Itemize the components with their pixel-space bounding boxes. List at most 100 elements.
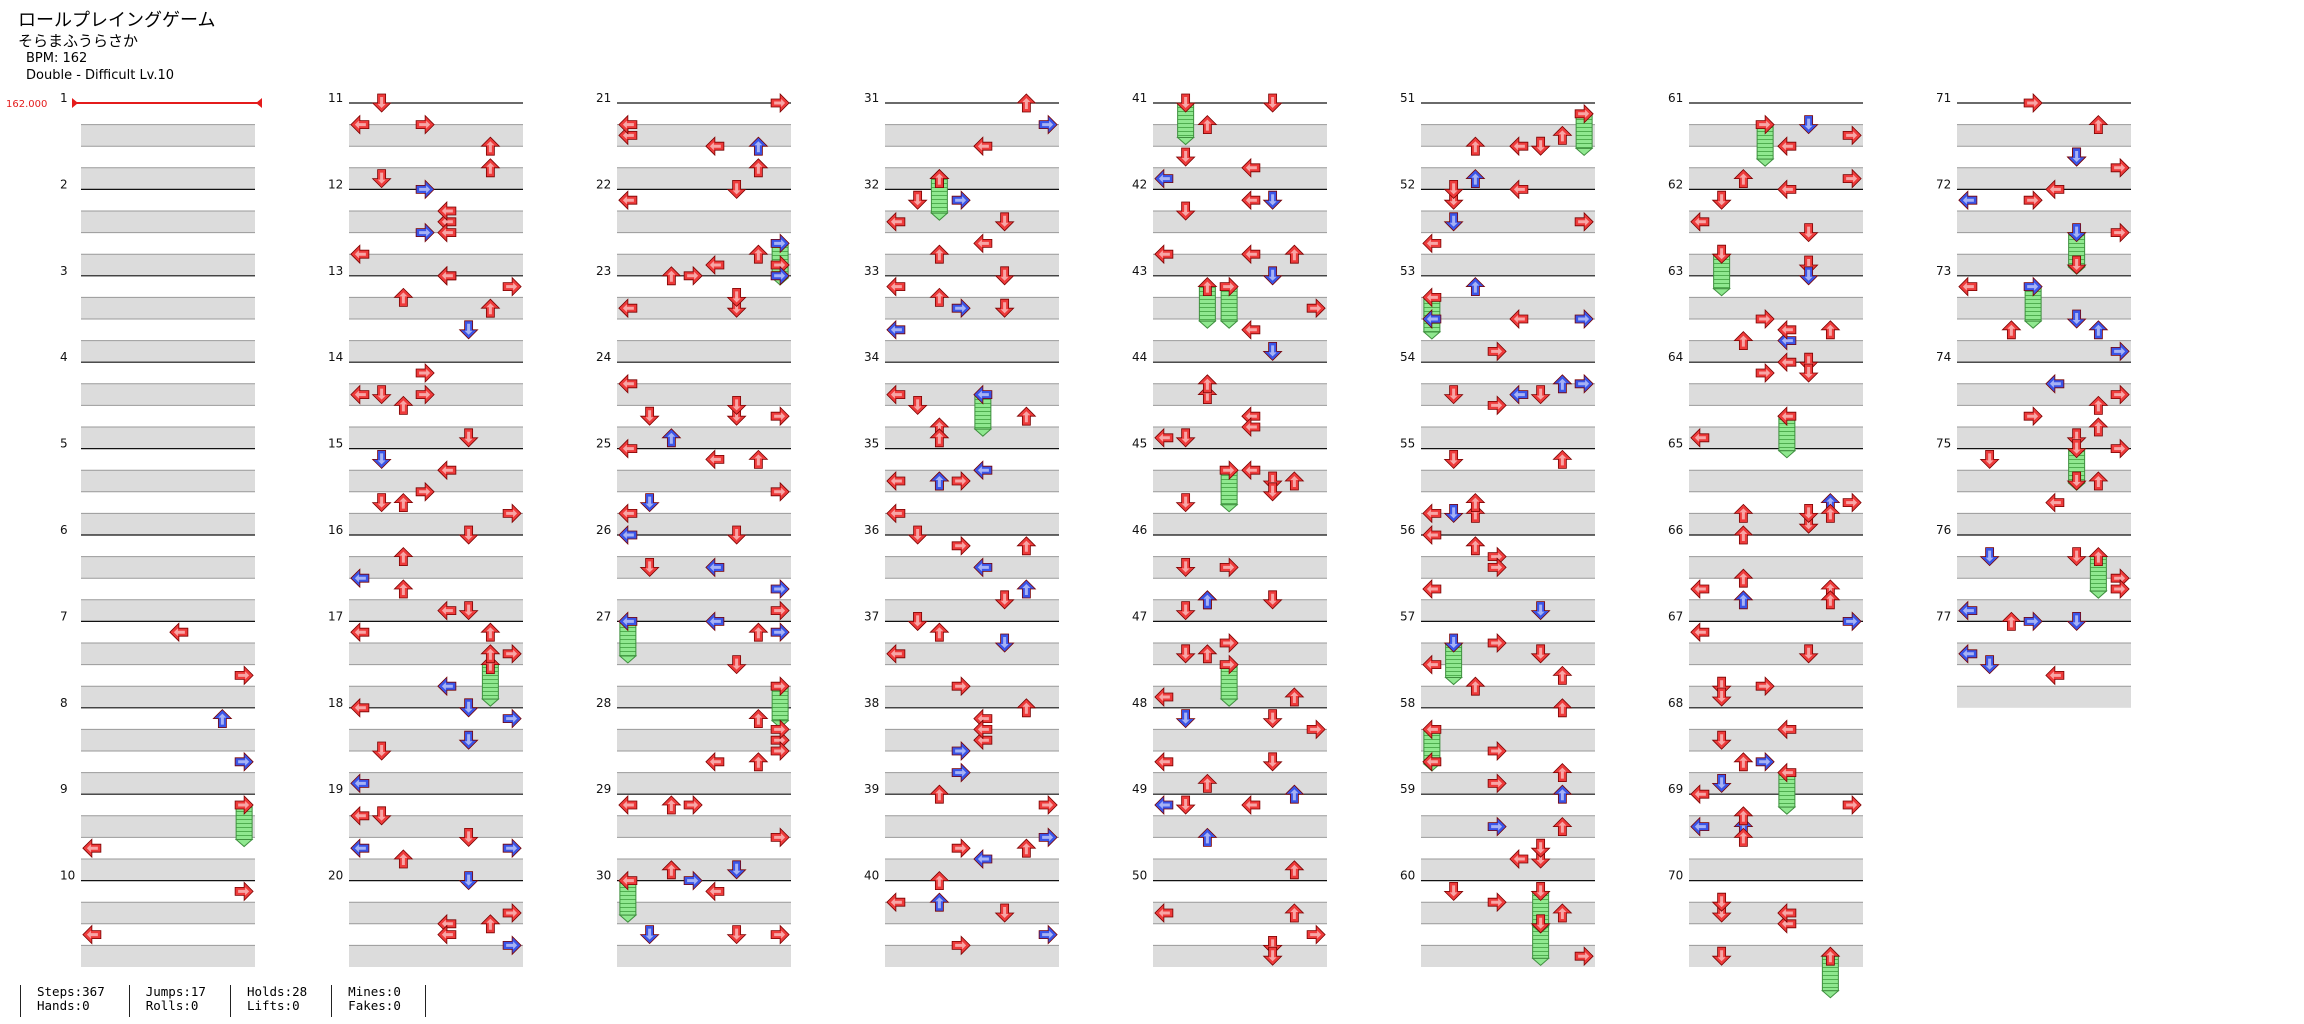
arrow-right-icon <box>951 190 971 211</box>
arrow-up-icon <box>1465 536 1486 556</box>
arrow-up-icon <box>929 892 950 912</box>
arrow-left-icon <box>1154 795 1174 815</box>
arrow-up-icon <box>1197 644 1218 664</box>
measure-number: 65 <box>1668 437 1683 451</box>
hold-tail <box>481 698 500 707</box>
arrow-right-icon <box>2023 406 2043 427</box>
arrow-left-icon <box>1422 233 1442 254</box>
arrow-right-icon <box>1755 309 1775 329</box>
arrow-left-icon <box>1777 179 1797 200</box>
measure-number: 43 <box>1132 264 1147 278</box>
arrow-right-icon <box>951 741 971 761</box>
arrow-left-icon <box>1422 287 1442 308</box>
arrow-right-icon <box>415 481 435 502</box>
arrow-down-icon <box>458 428 479 448</box>
arrow-right-icon <box>1574 103 1594 124</box>
beat-band <box>1689 513 1863 535</box>
arrow-left-icon <box>1958 643 1978 664</box>
beat-band <box>1421 383 1595 406</box>
arrow-right-icon <box>1842 795 1862 815</box>
hold-tail <box>1574 147 1594 157</box>
beat-band <box>1153 211 1327 233</box>
arrow-down-icon <box>639 925 660 945</box>
arrow-down-icon <box>371 169 392 189</box>
arrow-right-icon <box>1487 816 1507 837</box>
beat-band <box>349 254 523 276</box>
arrow-left-icon <box>1241 319 1261 340</box>
arrow-right-icon <box>1755 676 1775 697</box>
hold-tail <box>1219 320 1239 329</box>
beat-band <box>617 297 791 319</box>
beat-band <box>1421 945 1595 967</box>
beat-band <box>1689 124 1863 147</box>
arrow-down-icon <box>1711 244 1732 264</box>
beat-band <box>81 729 255 751</box>
hold-tail <box>1198 320 1217 329</box>
arrow-left-icon <box>437 460 457 481</box>
beat-band <box>1689 340 1863 363</box>
beat-band <box>1689 815 1863 838</box>
measure-number: 72 <box>1936 177 1951 191</box>
beat-band <box>1689 859 1863 881</box>
beat-band <box>1689 470 1863 492</box>
beat-band <box>1689 211 1863 233</box>
arrow-left-icon <box>1241 460 1261 481</box>
arrow-right-icon <box>951 298 971 319</box>
beat-band <box>885 556 1059 579</box>
arrow-right-icon <box>234 881 254 902</box>
beat-band <box>1421 772 1595 795</box>
hold-tail <box>1777 806 1797 815</box>
measure-number: 60 <box>1400 869 1415 883</box>
beat-band <box>81 427 255 449</box>
beat-band <box>885 772 1059 795</box>
arrow-up-icon <box>1016 579 1037 599</box>
arrow-left-icon <box>437 600 457 621</box>
arrow-left-icon <box>2045 492 2065 513</box>
arrow-up-icon <box>661 795 682 815</box>
measure-number: 69 <box>1668 782 1683 796</box>
measure-number: 3 <box>60 264 68 278</box>
arrow-up-icon <box>748 622 769 642</box>
measure-number: 18 <box>328 696 343 710</box>
arrow-left-icon <box>1958 190 1978 211</box>
stats-group-holds: Holds:28 Lifts:0 <box>229 985 331 1017</box>
arrow-left-icon <box>1777 406 1797 427</box>
beat-band <box>349 686 523 708</box>
beat-band <box>81 815 255 838</box>
arrow-right-icon <box>770 924 790 945</box>
arrow-left-icon <box>973 460 993 481</box>
beat-band <box>1689 643 1863 665</box>
arrow-up-icon <box>1197 374 1218 394</box>
arrow-down-icon <box>371 806 392 826</box>
arrow-left-icon <box>437 924 457 945</box>
measure-number: 37 <box>864 609 879 623</box>
arrow-up-icon <box>480 622 501 642</box>
beat-band <box>885 686 1059 708</box>
arrow-up-icon <box>1465 277 1486 297</box>
arrow-left-icon <box>350 773 370 794</box>
arrow-up-icon <box>1284 471 1305 491</box>
measure-number: 24 <box>596 350 611 364</box>
beat-band <box>617 254 791 276</box>
arrow-up-icon <box>393 493 414 513</box>
arrow-right-icon <box>2110 384 2130 405</box>
beat-band <box>617 643 791 665</box>
arrow-right-icon <box>1755 363 1775 383</box>
arrow-left-icon <box>1690 579 1710 599</box>
arrow-down-icon <box>1711 946 1732 966</box>
arrow-down-icon <box>1711 774 1732 793</box>
stat-hands: Hands:0 <box>37 998 90 1013</box>
arrow-up-icon <box>1820 320 1841 340</box>
beat-band <box>1957 340 2131 363</box>
arrow-down-icon <box>458 871 479 891</box>
beat-band <box>1689 297 1863 319</box>
arrow-down-icon <box>1175 493 1196 513</box>
measure-number: 10 <box>60 869 75 883</box>
beat-band <box>617 427 791 449</box>
beat-band <box>81 167 255 190</box>
beat-band <box>1689 167 1863 190</box>
arrow-down-icon <box>1530 838 1551 858</box>
arrow-down-icon <box>1979 655 2000 675</box>
arrow-up-icon <box>1016 93 1037 113</box>
beat-band <box>1689 945 1863 967</box>
